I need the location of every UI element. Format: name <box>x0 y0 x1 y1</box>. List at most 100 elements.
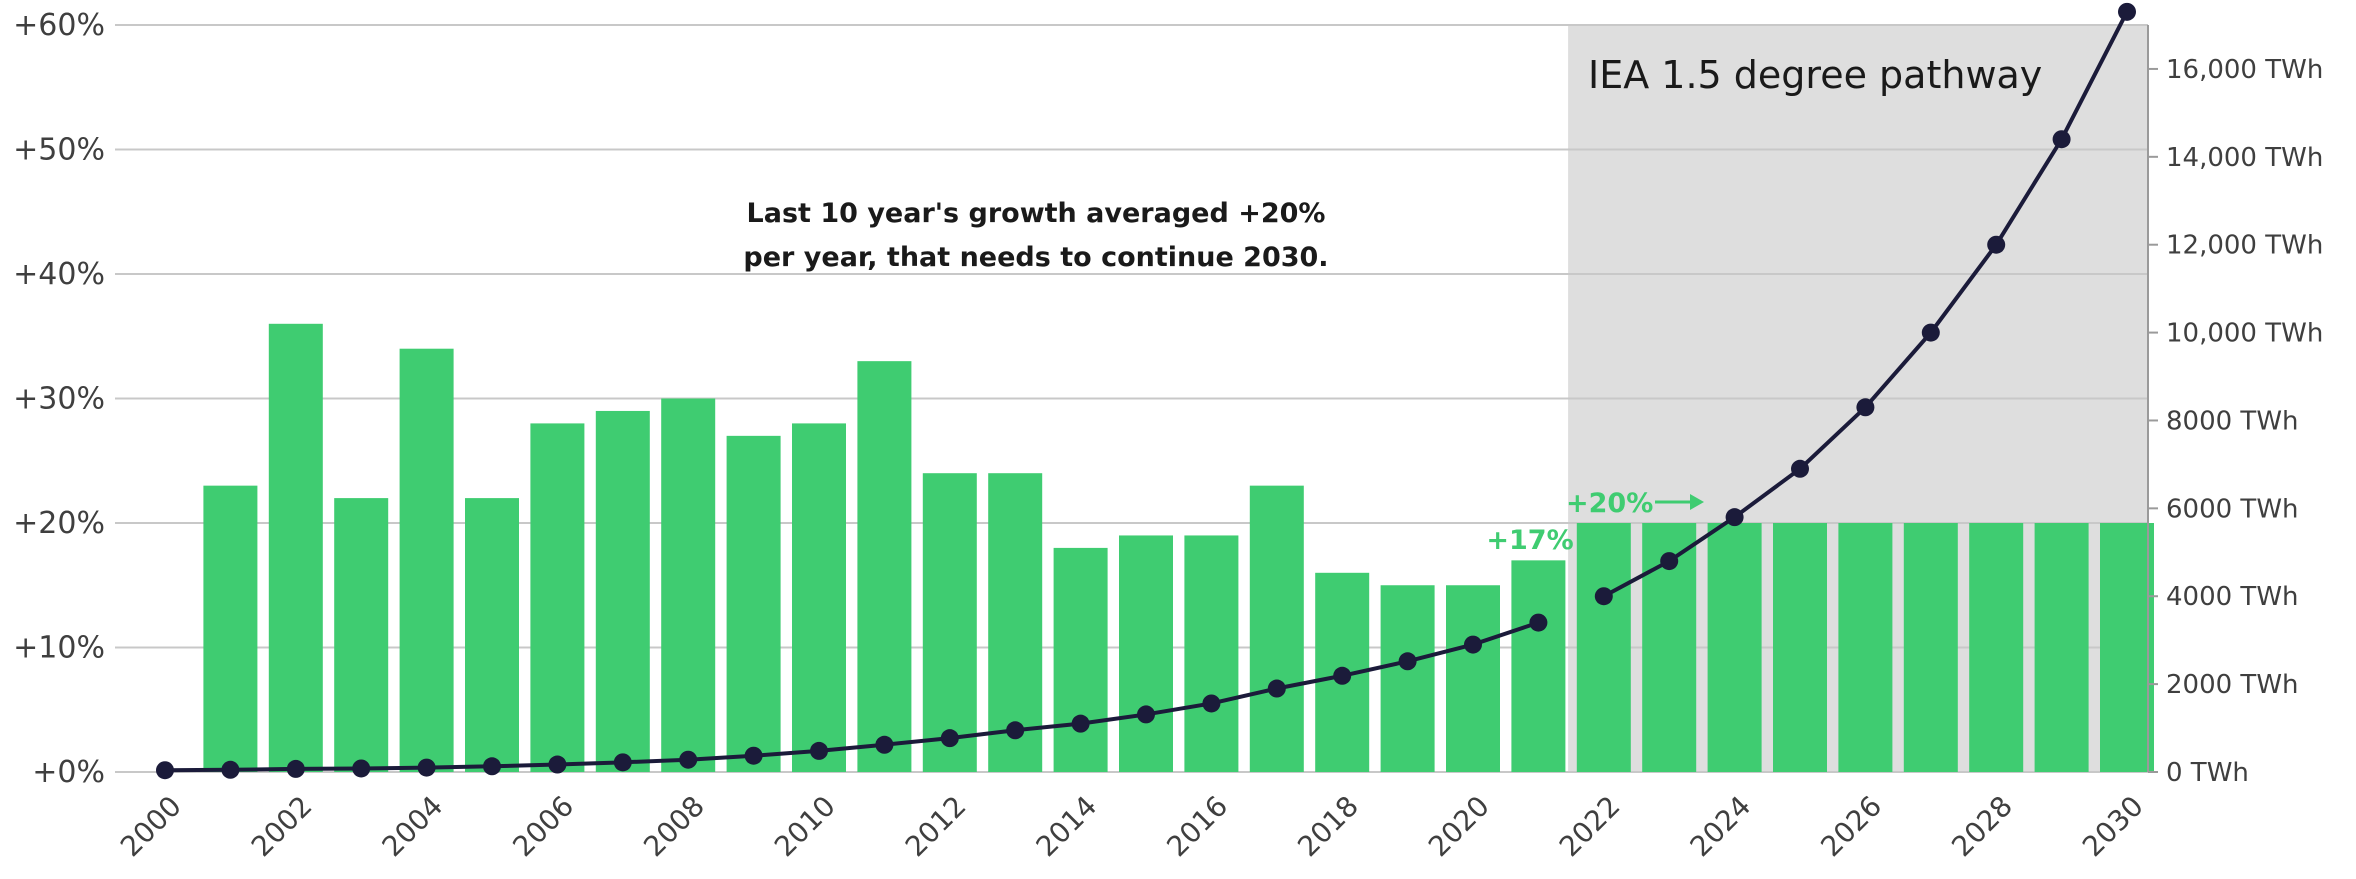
historical-point-2009 <box>744 746 763 765</box>
x-tick-label: 2016 <box>1160 789 1234 863</box>
x-tick-label: 2002 <box>245 789 319 863</box>
pathway-point-2024 <box>1725 508 1744 527</box>
note-line-2: per year, that needs to continue 2030. <box>743 242 1328 273</box>
right-tick-label: 4000 TWh <box>2166 582 2299 612</box>
left-axis-ticks: +0% +10% +20% +30% +40% +50% +60% <box>13 8 105 790</box>
historical-point-2007 <box>613 753 632 772</box>
pathway-point-2026 <box>1856 398 1875 417</box>
bar-2001 <box>203 485 258 772</box>
historical-point-2018 <box>1333 666 1352 685</box>
left-tick-label: +10% <box>13 631 105 666</box>
left-tick-label: +20% <box>13 506 105 541</box>
right-tick-label: 8000 TWh <box>2166 406 2299 436</box>
bar-2002 <box>268 323 323 772</box>
bar-2022 <box>1576 523 1631 772</box>
bar-2026 <box>1838 523 1893 772</box>
label-2021: +17% <box>1486 525 1573 556</box>
label-2022: +20% <box>1566 488 1704 519</box>
pathway-point-2023 <box>1660 552 1679 571</box>
left-tick-label: +40% <box>13 257 105 292</box>
historical-point-2000 <box>156 761 174 780</box>
historical-point-2012 <box>940 729 959 748</box>
left-tick-label: +60% <box>13 8 105 43</box>
x-tick-label: 2024 <box>1684 789 1758 863</box>
left-tick-label: +30% <box>13 382 105 417</box>
bar-2019 <box>1380 585 1435 772</box>
right-axis-ticks: 0 TWh 2000 TWh 4000 TWh 6000 TWh 8000 TWh 10,… <box>2147 25 2323 788</box>
historical-point-2006 <box>548 755 567 774</box>
bar-2017 <box>1249 485 1304 772</box>
historical-point-2005 <box>483 757 501 776</box>
pathway-point-2025 <box>1791 459 1809 478</box>
bar-2015 <box>1119 535 1173 772</box>
x-tick-label: 2030 <box>2076 789 2150 863</box>
bar-2006 <box>530 423 585 772</box>
historical-point-2008 <box>679 750 698 769</box>
left-tick-label: +50% <box>13 133 105 168</box>
historical-point-2015 <box>1137 705 1155 724</box>
x-tick-label: 2008 <box>637 789 711 863</box>
left-tick-label: +0% <box>32 755 105 790</box>
x-tick-label: 2006 <box>506 789 580 863</box>
x-tick-label: 2000 <box>114 789 188 863</box>
historical-point-2016 <box>1202 694 1221 713</box>
arrow-right-icon <box>1655 494 1704 510</box>
historical-point-2013 <box>1006 721 1025 740</box>
bar-2027 <box>1903 523 1958 772</box>
historical-point-2014 <box>1071 714 1090 733</box>
bar-2011 <box>857 361 912 772</box>
pathway-point-2030 <box>2118 2 2136 21</box>
x-tick-label: 2012 <box>899 789 973 863</box>
pathway-point-2027 <box>1921 323 1940 342</box>
right-tick-label: 2000 TWh <box>2166 670 2299 700</box>
historical-point-2020 <box>1464 635 1482 654</box>
bar-2012 <box>922 473 977 772</box>
x-tick-label: 2026 <box>1814 789 1888 863</box>
bar-2024 <box>1707 523 1762 772</box>
bar-2016 <box>1184 535 1239 772</box>
x-axis-ticks: 2000 2002 2004 2006 2008 2010 2012 2014 2016 2018… <box>114 789 2150 863</box>
x-tick-label: 2028 <box>1945 789 2019 863</box>
bar-2007 <box>595 410 650 772</box>
historical-point-2021 <box>1529 613 1548 632</box>
historical-point-2002 <box>286 759 305 778</box>
right-tick-label: 16,000 TWh <box>2166 55 2323 85</box>
historical-point-2010 <box>810 741 828 760</box>
historical-point-2011 <box>875 735 894 754</box>
generation-points <box>156 2 2136 780</box>
bar-2014 <box>1053 547 1108 772</box>
right-tick-label: 10,000 TWh <box>2166 319 2323 349</box>
bar-2021 <box>1511 560 1566 772</box>
x-tick-label: 2014 <box>1030 789 1104 863</box>
bar-2010 <box>792 423 846 772</box>
pathway-point-2022 <box>1594 587 1613 606</box>
label-2022-text: +20% <box>1566 488 1653 519</box>
historical-point-2001 <box>221 760 240 779</box>
historical-point-2017 <box>1267 679 1286 698</box>
right-tick-label: 6000 TWh <box>2166 494 2299 524</box>
bar-2008 <box>661 398 716 772</box>
bar-2025 <box>1773 523 1827 772</box>
bar-2028 <box>1969 523 2024 772</box>
right-tick-label: 14,000 TWh <box>2166 143 2323 173</box>
pathway-label: IEA 1.5 degree pathway <box>1588 53 2042 97</box>
x-tick-label: 2004 <box>376 789 450 863</box>
x-tick-label: 2010 <box>768 789 842 863</box>
bar-2003 <box>334 498 389 772</box>
historical-point-2019 <box>1398 652 1417 671</box>
right-tick-label: 0 TWh <box>2166 758 2249 788</box>
bar-2029 <box>2034 523 2089 772</box>
pathway-point-2029 <box>2052 130 2071 149</box>
bar-2005 <box>465 498 519 772</box>
pathway-point-2028 <box>1987 235 2006 254</box>
bar-2004 <box>399 348 454 772</box>
bar-2020 <box>1446 585 1500 772</box>
bars <box>203 323 2154 772</box>
x-tick-label: 2020 <box>1422 789 1496 863</box>
right-tick-label: 12,000 TWh <box>2166 231 2323 261</box>
bar-2030 <box>2100 523 2154 772</box>
x-tick-label: 2018 <box>1291 789 1365 863</box>
bar-2009 <box>726 435 781 772</box>
note-line-1: Last 10 year's growth averaged +20% <box>747 198 1326 229</box>
